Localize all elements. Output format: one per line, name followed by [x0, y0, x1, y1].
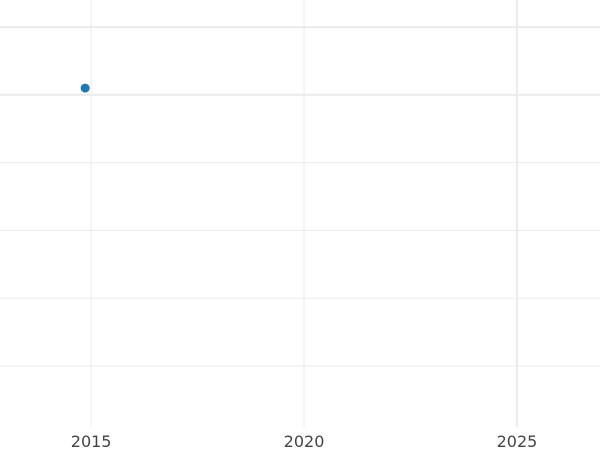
data-point [80, 83, 90, 93]
x-tick-label: 2020 [284, 432, 325, 450]
grid [0, 0, 600, 427]
x-tick-label: 2015 [71, 432, 112, 450]
x-axis-ticks: 2015 2020 2025 [71, 432, 538, 450]
data-points [80, 83, 90, 93]
x-tick-label: 2025 [497, 432, 538, 450]
